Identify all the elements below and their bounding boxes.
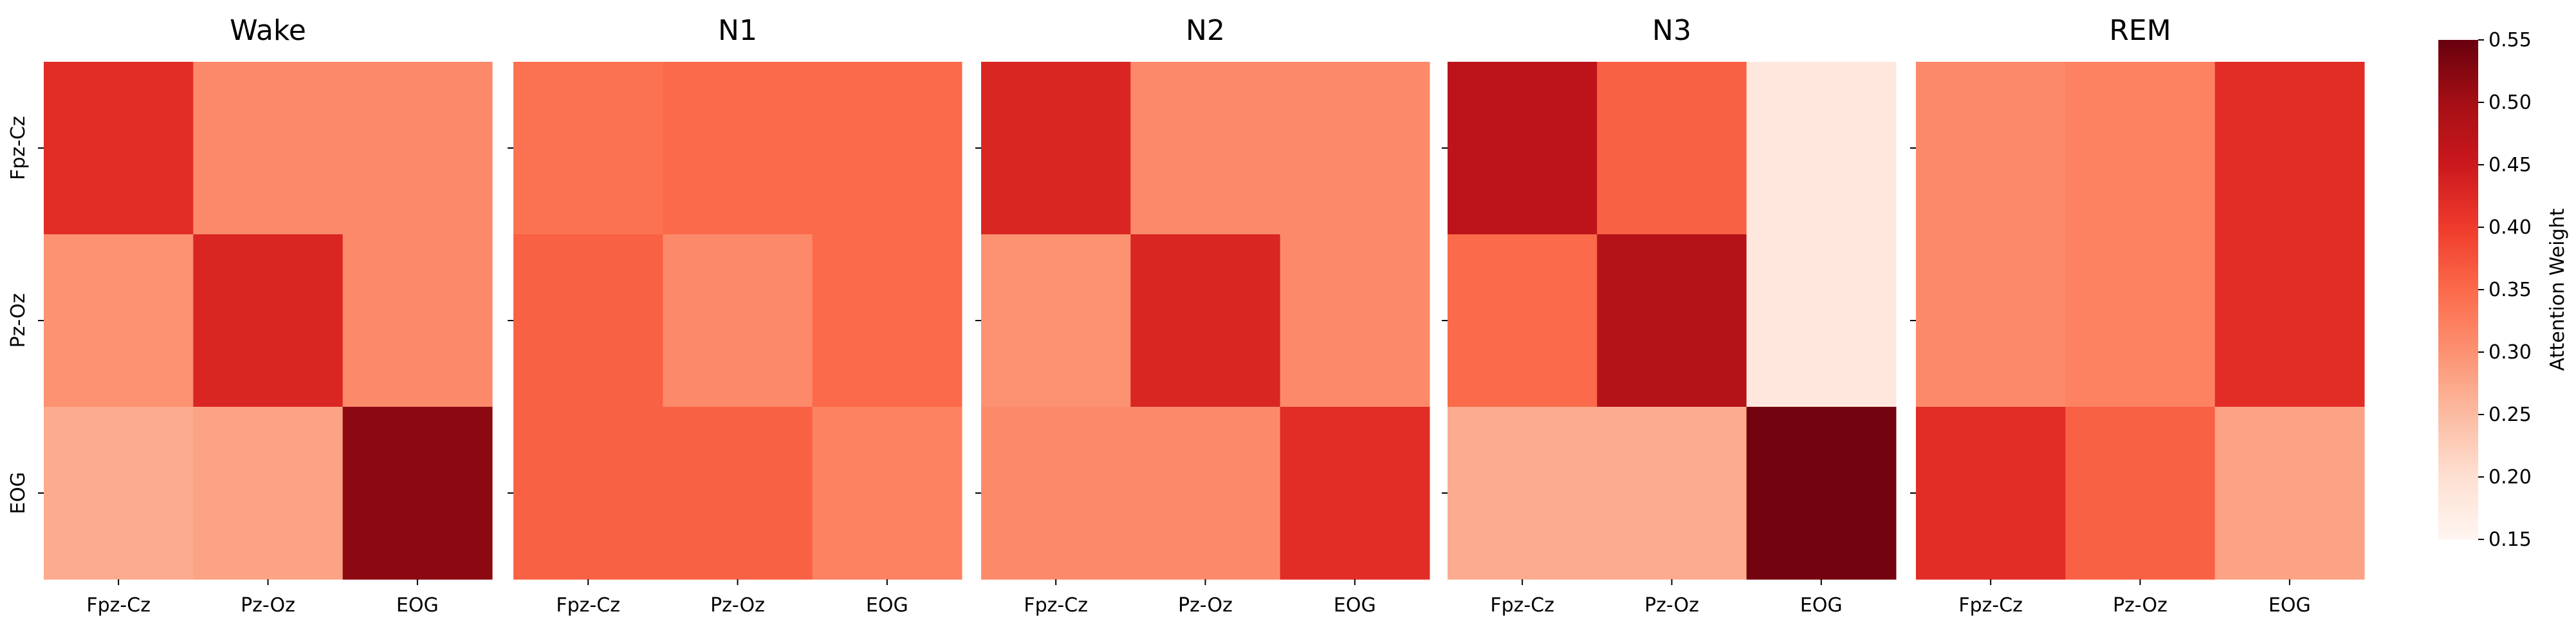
- x-tick-label: Fpz-Cz: [1490, 594, 1554, 617]
- colorbar-tick-label: 0.20: [2489, 466, 2532, 489]
- heatmap-cell: [981, 407, 1131, 580]
- heatmap-cell: [1448, 407, 1597, 580]
- heatmap-cell: [812, 62, 962, 235]
- heatmap-cell: [663, 234, 813, 407]
- panel-title: N3: [1652, 14, 1691, 47]
- heatmap-cell: [1597, 234, 1747, 407]
- heatmap-cell: [2065, 407, 2216, 580]
- heatmap-cell: [513, 407, 663, 580]
- heatmap-cell: [513, 62, 663, 235]
- heatmap-cell: [981, 234, 1131, 407]
- heatmap-cell: [1130, 407, 1281, 580]
- heatmap-panel-n2: N2 Fpz-Cz Pz-Oz EOG: [975, 14, 1430, 617]
- y-tick-label: Fpz-Cz: [7, 116, 30, 180]
- heatmap-cell: [1280, 62, 1430, 235]
- heatmap-cell: [1448, 62, 1597, 235]
- colorbar-tick-label: 0.40: [2489, 216, 2532, 239]
- heatmap-cell: [2214, 234, 2365, 407]
- colorbar-tick-label: 0.25: [2489, 404, 2532, 426]
- heatmap-cell: [44, 62, 194, 235]
- heatmap-cell: [1448, 234, 1597, 407]
- colorbar-gradient-bar: [2438, 40, 2478, 539]
- panel-title: N1: [718, 14, 757, 47]
- heatmap-cell: [1746, 407, 1897, 580]
- panel-title: Wake: [230, 14, 306, 47]
- heatmap-cell: [1916, 62, 2066, 235]
- panel-title: REM: [2109, 14, 2171, 47]
- colorbar-tick-label: 0.30: [2489, 341, 2532, 364]
- heatmap-cell: [1130, 62, 1281, 235]
- colorbar-tick-label: 0.15: [2489, 528, 2532, 551]
- heatmap-cell: [1746, 234, 1897, 407]
- heatmap-cell: [2214, 62, 2365, 235]
- heatmap-cell: [1597, 407, 1747, 580]
- heatmap-cell: [1746, 62, 1897, 235]
- x-tick-label: EOG: [1334, 594, 1376, 617]
- heatmap-panels: Wake Fpz-Cz Pz-Oz EOG Fpz-Cz Pz-Oz EOG N1 Fpz-Cz…: [7, 14, 2365, 617]
- heatmap-cell: [812, 234, 962, 407]
- x-tick-label: Pz-Oz: [710, 594, 765, 617]
- heatmap-cell: [1597, 62, 1747, 235]
- heatmap-cell: [513, 234, 663, 407]
- heatmap-cell: [1280, 234, 1430, 407]
- heatmap-cell: [1280, 407, 1430, 580]
- heatmap-cell: [193, 62, 344, 235]
- heatmap-cell: [663, 62, 813, 235]
- x-tick-label: EOG: [866, 594, 908, 617]
- heatmap-cell: [342, 234, 493, 407]
- x-tick-label: Fpz-Cz: [1958, 594, 2023, 617]
- heatmap-cell: [2214, 407, 2365, 580]
- heatmap-panel-n1: N1 Fpz-Cz Pz-Oz EOG: [508, 14, 962, 617]
- heatmap-cell: [2065, 62, 2216, 235]
- x-tick-label: Pz-Oz: [2113, 594, 2167, 617]
- colorbar-tick-label: 0.35: [2489, 279, 2532, 301]
- heatmap-cell: [1916, 234, 2066, 407]
- colorbar-tick-label: 0.55: [2489, 29, 2532, 51]
- x-tick-label: EOG: [2268, 594, 2311, 617]
- heatmap-cell: [193, 234, 344, 407]
- heatmap-cell: [1130, 234, 1281, 407]
- heatmap-panel-rem: REM Fpz-Cz Pz-Oz EOG: [1910, 14, 2365, 617]
- heatmap-cell: [812, 407, 962, 580]
- heatmap-cell: [2065, 234, 2216, 407]
- heatmap-panel-n3: N3 Fpz-Cz Pz-Oz EOG: [1442, 14, 1897, 617]
- x-tick-label: Fpz-Cz: [86, 594, 151, 617]
- x-tick-label: Fpz-Cz: [556, 594, 620, 617]
- colorbar: 0.15 0.20 0.25 0.30 0.35 0.40 0.45 0.50 0.55 Atte…: [2438, 29, 2569, 551]
- heatmap-cell: [44, 234, 194, 407]
- heatmap-panel-wake: Wake Fpz-Cz Pz-Oz EOG Fpz-Cz Pz-Oz EOG: [7, 14, 493, 617]
- x-tick-label: Pz-Oz: [1644, 594, 1699, 617]
- x-tick-label: EOG: [1800, 594, 1843, 617]
- heatmap-cell: [663, 407, 813, 580]
- heatmap-cell: [193, 407, 344, 580]
- colorbar-label: Attention Weight: [2546, 209, 2569, 371]
- x-tick-label: Pz-Oz: [241, 594, 295, 617]
- heatmap-cell: [1916, 407, 2066, 580]
- heatmap-cell: [342, 62, 493, 235]
- x-tick-label: EOG: [396, 594, 439, 617]
- y-tick-label: Pz-Oz: [7, 294, 30, 348]
- heatmap-cell: [981, 62, 1131, 235]
- colorbar-tick-label: 0.45: [2489, 154, 2532, 176]
- x-tick-label: Pz-Oz: [1178, 594, 1233, 617]
- heatmap-cell: [342, 407, 493, 580]
- colorbar-tick-label: 0.50: [2489, 91, 2532, 114]
- y-tick-label: EOG: [7, 472, 30, 514]
- panel-title: N2: [1186, 14, 1225, 47]
- heatmap-cell: [44, 407, 194, 580]
- x-tick-label: Fpz-Cz: [1024, 594, 1088, 617]
